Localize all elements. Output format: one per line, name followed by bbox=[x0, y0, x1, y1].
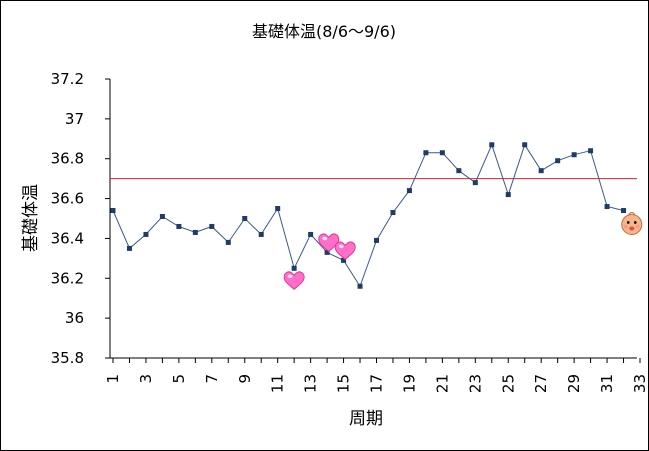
data-point bbox=[324, 249, 330, 255]
x-tick-label: 25 bbox=[499, 374, 517, 393]
data-point bbox=[571, 152, 577, 158]
data-point bbox=[110, 208, 116, 214]
x-tick-label: 13 bbox=[302, 374, 320, 393]
data-point bbox=[505, 192, 511, 198]
y-tick-label: 35.8 bbox=[51, 349, 84, 367]
x-tick-label: 27 bbox=[532, 374, 550, 393]
heart-highlight bbox=[322, 236, 328, 241]
x-tick-label: 9 bbox=[236, 374, 254, 384]
left-eye bbox=[626, 221, 630, 224]
x-tick-label: 3 bbox=[137, 374, 155, 384]
data-point bbox=[209, 223, 215, 229]
x-tick-label: 31 bbox=[598, 374, 616, 393]
data-point bbox=[192, 229, 198, 235]
annotation-layer bbox=[283, 211, 643, 290]
data-point bbox=[374, 237, 379, 243]
heart-icon bbox=[283, 271, 305, 290]
series-line bbox=[112, 143, 624, 288]
data-point bbox=[291, 265, 297, 271]
x-tick-label: 17 bbox=[368, 374, 386, 393]
data-point bbox=[176, 223, 182, 229]
data-point bbox=[390, 210, 396, 216]
x-tick-label: 23 bbox=[466, 374, 484, 393]
heart-shape bbox=[334, 241, 356, 261]
x-tick-label: 11 bbox=[269, 374, 287, 393]
y-tick-label: 36.6 bbox=[51, 190, 84, 208]
left-cheek bbox=[623, 224, 628, 229]
data-point bbox=[489, 142, 495, 148]
x-tick-label: 5 bbox=[170, 374, 188, 384]
data-point bbox=[423, 150, 429, 156]
data-point bbox=[522, 142, 528, 148]
heart-highlight bbox=[287, 274, 293, 279]
data-point bbox=[126, 245, 132, 251]
y-tick-label: 37 bbox=[65, 110, 84, 128]
series-layer bbox=[110, 142, 627, 289]
x-tick-label: 29 bbox=[565, 374, 583, 393]
y-tick-label: 36 bbox=[65, 309, 84, 327]
data-point bbox=[341, 257, 347, 263]
y-tick-label: 36.8 bbox=[51, 150, 84, 168]
right-cheek bbox=[635, 224, 640, 229]
data-point bbox=[604, 204, 610, 210]
x-tick-label: 21 bbox=[433, 374, 451, 393]
data-point bbox=[555, 158, 561, 164]
data-point bbox=[308, 231, 314, 237]
mouth bbox=[629, 226, 635, 231]
x-tick-label: 19 bbox=[400, 374, 418, 393]
data-point bbox=[143, 231, 149, 237]
right-eye bbox=[633, 221, 637, 224]
y-tick-label: 37.2 bbox=[51, 70, 84, 88]
heart-highlight bbox=[338, 244, 344, 249]
data-point bbox=[472, 180, 478, 186]
x-axis-title: 周期 bbox=[349, 409, 383, 429]
x-tick-label: 33 bbox=[631, 374, 649, 393]
x-tick-label: 15 bbox=[335, 374, 353, 393]
data-point bbox=[621, 208, 627, 214]
data-point bbox=[456, 168, 462, 174]
y-tick-label: 36.2 bbox=[51, 269, 84, 287]
data-point bbox=[439, 150, 445, 156]
data-point bbox=[538, 168, 544, 174]
y-axis-title: 基礎体温 bbox=[21, 184, 41, 252]
data-point bbox=[159, 214, 165, 220]
x-tick-label: 7 bbox=[203, 374, 221, 384]
baby-face-icon bbox=[621, 211, 643, 235]
data-point bbox=[275, 206, 281, 212]
x-tick-label: 1 bbox=[104, 374, 122, 384]
hair-curl bbox=[628, 211, 636, 215]
data-point bbox=[357, 283, 363, 289]
heart-icon bbox=[334, 241, 356, 261]
y-tick-label: 36.4 bbox=[51, 229, 84, 247]
data-point bbox=[588, 148, 594, 154]
axes bbox=[105, 78, 641, 363]
data-point bbox=[242, 216, 248, 221]
data-point bbox=[225, 239, 231, 245]
chart-title: 基礎体温(8/6〜9/6) bbox=[252, 22, 396, 41]
data-point bbox=[258, 231, 264, 237]
face-outline bbox=[621, 213, 643, 235]
heart-shape bbox=[283, 271, 305, 290]
data-point bbox=[406, 188, 412, 194]
